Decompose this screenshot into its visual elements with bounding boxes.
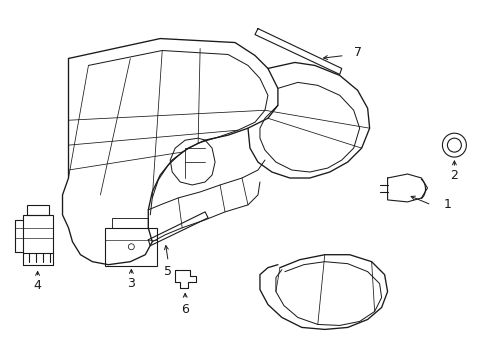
- Bar: [105, 228, 157, 266]
- Text: 2: 2: [449, 168, 457, 181]
- Text: 3: 3: [127, 277, 135, 290]
- Text: 1: 1: [443, 198, 450, 211]
- Text: 7: 7: [353, 46, 361, 59]
- Bar: [26, 205, 48, 215]
- Bar: [22, 215, 52, 253]
- Bar: [112, 218, 148, 228]
- Text: 5: 5: [164, 265, 172, 278]
- Text: 6: 6: [181, 303, 189, 316]
- Text: 4: 4: [34, 279, 41, 292]
